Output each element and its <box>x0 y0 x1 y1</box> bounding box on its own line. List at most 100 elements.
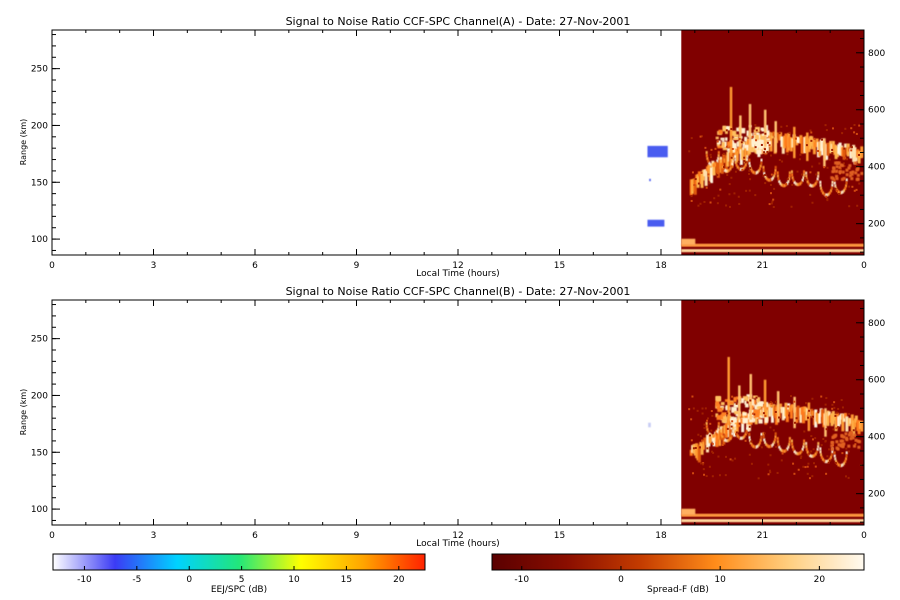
spread-f-cell <box>738 436 741 440</box>
spread-f-cell <box>769 402 773 408</box>
spread-f-cell <box>723 166 726 169</box>
spread-f-cell <box>748 425 751 428</box>
colorbar-tick-label: 15 <box>341 575 352 585</box>
spread-f-cell <box>755 396 758 399</box>
spread-f-cell <box>762 174 765 177</box>
spread-f-cell <box>738 417 742 423</box>
spread-f-cell <box>801 178 804 182</box>
spread-f-cell <box>730 130 737 136</box>
spread-f-cell <box>841 463 844 467</box>
colorbar-tick-label: 20 <box>814 575 826 585</box>
spread-f-cell <box>851 436 855 440</box>
spread-f-cell <box>848 185 851 188</box>
spread-f-cell <box>838 464 841 468</box>
spread-f-cell <box>731 162 734 166</box>
spread-f-cell <box>831 180 834 184</box>
colorbar-spread-f: Spread-F (dB) -10 0 10 20 <box>491 553 865 595</box>
spread-f-cell <box>798 158 801 161</box>
spread-f-cell <box>707 159 710 163</box>
spread-f-cell <box>857 153 860 156</box>
spread-f-cell <box>704 169 708 186</box>
spread-f-cell <box>764 440 767 444</box>
spread-f-cell <box>825 428 828 431</box>
y-right-tick-label: 400 <box>868 433 885 443</box>
spread-f-cell <box>749 178 752 181</box>
spread-f-cell <box>720 402 725 406</box>
spread-f-cell <box>749 167 752 170</box>
colorbar-tick-label: 20 <box>393 575 405 585</box>
spread-f-band <box>681 508 696 515</box>
spread-f-cell <box>782 184 785 188</box>
spread-f-cell <box>762 165 765 169</box>
spread-f-cell <box>847 433 851 437</box>
spread-f-cell <box>761 149 768 153</box>
spread-f-cell <box>708 161 711 165</box>
spread-f-plume <box>774 121 777 153</box>
spread-f-cell <box>722 154 726 162</box>
spread-f-cell <box>844 186 847 190</box>
spread-f-cell <box>735 150 739 163</box>
spread-f-cell <box>781 160 784 163</box>
spread-f-cell <box>832 166 836 170</box>
spread-f-cell <box>754 133 757 136</box>
spread-f-cell <box>805 171 808 175</box>
spread-f-cell <box>773 171 776 175</box>
spread-f-cell <box>826 199 829 202</box>
spread-f-cell <box>769 192 772 195</box>
spread-f-cell <box>811 184 814 188</box>
spread-f-cell <box>796 452 799 456</box>
spread-f-cell <box>827 459 830 463</box>
spread-f-cell <box>772 205 775 208</box>
spread-f-cell <box>837 463 840 467</box>
spread-f-cell <box>808 409 811 412</box>
spread-f-cell <box>746 427 749 431</box>
spread-f-cell <box>737 160 740 163</box>
spread-f-cell <box>738 137 741 140</box>
spread-f-cell <box>845 436 849 440</box>
spread-f-cell <box>754 124 757 127</box>
spread-f-cell <box>769 178 772 182</box>
spread-f-cell <box>746 424 749 428</box>
spread-f-cell <box>814 465 817 468</box>
spread-f-cell <box>814 452 817 456</box>
spread-f-cell <box>717 154 720 158</box>
spread-f-cell <box>717 151 720 155</box>
spread-f-cell <box>781 452 784 455</box>
spread-f-cell <box>811 397 814 400</box>
spread-f-cell <box>733 192 736 195</box>
spread-f-cell <box>760 158 763 162</box>
spread-f-cell <box>772 176 775 180</box>
spread-f-cell <box>842 147 846 160</box>
spread-f-cell <box>806 465 809 468</box>
spread-f-cell <box>806 450 809 454</box>
spread-f-cell <box>709 201 712 204</box>
spread-f-cell <box>853 161 857 165</box>
spread-f-cell <box>716 140 719 143</box>
y-right-tick-label: 400 <box>868 163 885 173</box>
spread-f-cell <box>716 174 719 177</box>
spread-f-cell <box>767 178 770 182</box>
spread-f-cell <box>762 168 765 172</box>
spread-f-cell <box>734 429 737 433</box>
spread-f-cell <box>793 180 796 184</box>
spread-f-cell <box>706 419 709 422</box>
spread-f-cell <box>713 163 716 167</box>
spread-f-cell <box>717 421 720 425</box>
spread-f-cell <box>799 407 803 423</box>
spread-f-cell <box>797 468 800 471</box>
spread-f-cell <box>735 433 738 436</box>
spread-f-cell <box>770 402 773 405</box>
spread-f-cell <box>847 444 851 448</box>
spread-f-cell <box>817 445 820 449</box>
spread-f-cell <box>718 129 723 134</box>
spread-f-cell <box>748 147 755 152</box>
spread-f-cell <box>728 193 731 196</box>
spread-f-cell <box>729 167 732 171</box>
spread-f-cell <box>773 174 776 178</box>
spread-f-cell <box>697 444 701 463</box>
spread-f-cell <box>834 161 838 165</box>
spread-f-cell <box>802 465 805 468</box>
spread-f-cell <box>765 138 770 141</box>
spread-f-cell <box>803 439 806 443</box>
spread-f-cell <box>823 459 826 463</box>
